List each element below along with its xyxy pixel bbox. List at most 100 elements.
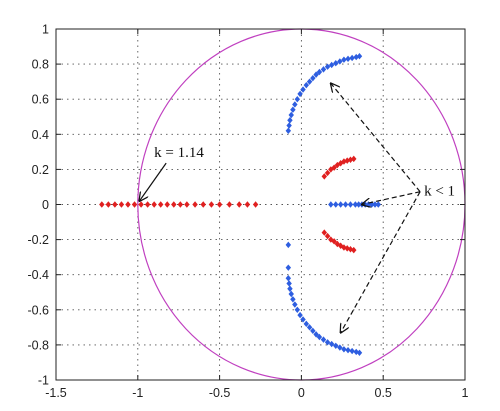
y-tick-label: 0	[42, 198, 49, 212]
data-point-red	[112, 201, 118, 208]
axes-frame-layer	[55, 28, 466, 381]
y-tick-label: -0.8	[27, 338, 49, 352]
data-point-red	[192, 201, 198, 208]
data-point-blue	[349, 347, 355, 355]
data-point-red	[164, 201, 170, 208]
data-point-blue	[297, 90, 303, 98]
data-point-blue	[324, 63, 331, 70]
data-point-red	[208, 201, 215, 208]
data-point-red	[138, 201, 144, 208]
data-point-red	[252, 201, 259, 208]
data-point-blue	[337, 58, 343, 65]
tick-labels-layer: -1.5 -1 -0.5 0 0.5 110.80.60.40.20-0.2-0.4-0.…	[27, 23, 468, 401]
data-point-blue	[328, 201, 334, 208]
data-point-red	[157, 201, 164, 208]
data-point-red	[334, 161, 341, 169]
data-point-blue	[297, 311, 303, 319]
x-tick-label: 0	[298, 386, 305, 400]
data-point-blue	[337, 344, 343, 351]
data-point-blue	[341, 346, 347, 353]
data-point-blue	[333, 201, 339, 208]
data-point-blue	[372, 201, 378, 208]
grid-layer	[56, 29, 465, 380]
x-tick-label: -1	[132, 386, 143, 400]
data-point-blue	[286, 122, 292, 129]
data-point-blue	[375, 201, 382, 208]
data-point-red	[328, 166, 334, 173]
annotation-arrow	[139, 162, 167, 201]
x-tick-label: 1	[462, 386, 469, 400]
y-tick-label: -0.6	[27, 303, 49, 317]
data-point-blue	[300, 316, 306, 323]
data-point-red	[331, 164, 337, 171]
y-tick-label: -0.4	[27, 268, 49, 282]
data-point-red	[236, 201, 242, 208]
annotation-arrow	[331, 83, 421, 193]
data-point-blue	[313, 331, 319, 338]
y-tick-label: 0.8	[32, 58, 49, 72]
y-tick-label: -1	[38, 374, 49, 388]
data-point-red	[105, 201, 112, 208]
data-point-red	[351, 246, 357, 254]
data-point-blue	[294, 306, 301, 313]
data-point-blue	[333, 60, 339, 67]
data-point-blue	[310, 74, 316, 82]
data-point-blue	[300, 86, 306, 93]
data-point-red	[324, 232, 331, 240]
data-point-blue	[287, 285, 293, 292]
annotation-label-k-lt-1: k < 1	[424, 184, 455, 200]
data-point-blue	[316, 68, 323, 76]
data-point-red	[131, 201, 138, 208]
data-point-blue	[337, 201, 344, 208]
data-point-blue	[328, 340, 335, 348]
data-points-layer	[99, 53, 382, 356]
data-point-red	[144, 201, 151, 208]
data-point-blue	[288, 290, 294, 298]
data-point-blue	[342, 201, 349, 208]
data-point-blue	[369, 201, 375, 208]
data-point-blue	[310, 327, 316, 335]
y-tick-label: 1	[42, 23, 49, 37]
data-point-red	[341, 158, 347, 165]
data-point-blue	[355, 201, 362, 208]
data-point-blue	[306, 324, 313, 331]
data-point-red	[324, 169, 331, 177]
data-point-blue	[285, 264, 292, 271]
data-point-blue	[341, 56, 347, 63]
data-point-red	[331, 238, 337, 245]
data-point-blue	[287, 117, 293, 124]
data-point-blue	[328, 61, 335, 69]
data-point-red	[334, 240, 341, 248]
data-point-red	[226, 201, 233, 208]
data-point-blue	[347, 201, 354, 208]
data-point-red	[99, 201, 105, 208]
x-tick-label: 0.5	[375, 386, 392, 400]
data-point-red	[184, 201, 190, 208]
data-point-red	[321, 229, 328, 236]
data-point-blue	[292, 101, 298, 108]
data-point-blue	[313, 71, 319, 78]
data-point-red	[118, 201, 125, 208]
data-point-blue	[294, 96, 301, 103]
data-point-blue	[349, 54, 355, 62]
data-point-red	[341, 244, 347, 251]
data-point-blue	[345, 55, 351, 63]
data-point-red	[216, 201, 223, 208]
axes-frame	[55, 28, 466, 381]
annotations-layer: k = 1.14 k < 1	[139, 83, 455, 332]
data-point-blue	[356, 349, 363, 356]
data-point-blue	[306, 78, 313, 85]
data-point-blue	[290, 106, 296, 113]
data-point-blue	[333, 342, 339, 349]
data-point-blue	[286, 280, 292, 287]
data-point-blue	[320, 66, 327, 73]
data-point-red	[171, 201, 177, 208]
data-point-blue	[345, 346, 351, 354]
data-point-blue	[303, 81, 310, 89]
data-point-red	[347, 156, 354, 163]
data-point-blue	[290, 296, 296, 303]
data-point-blue	[292, 301, 298, 308]
data-point-red	[244, 201, 251, 208]
